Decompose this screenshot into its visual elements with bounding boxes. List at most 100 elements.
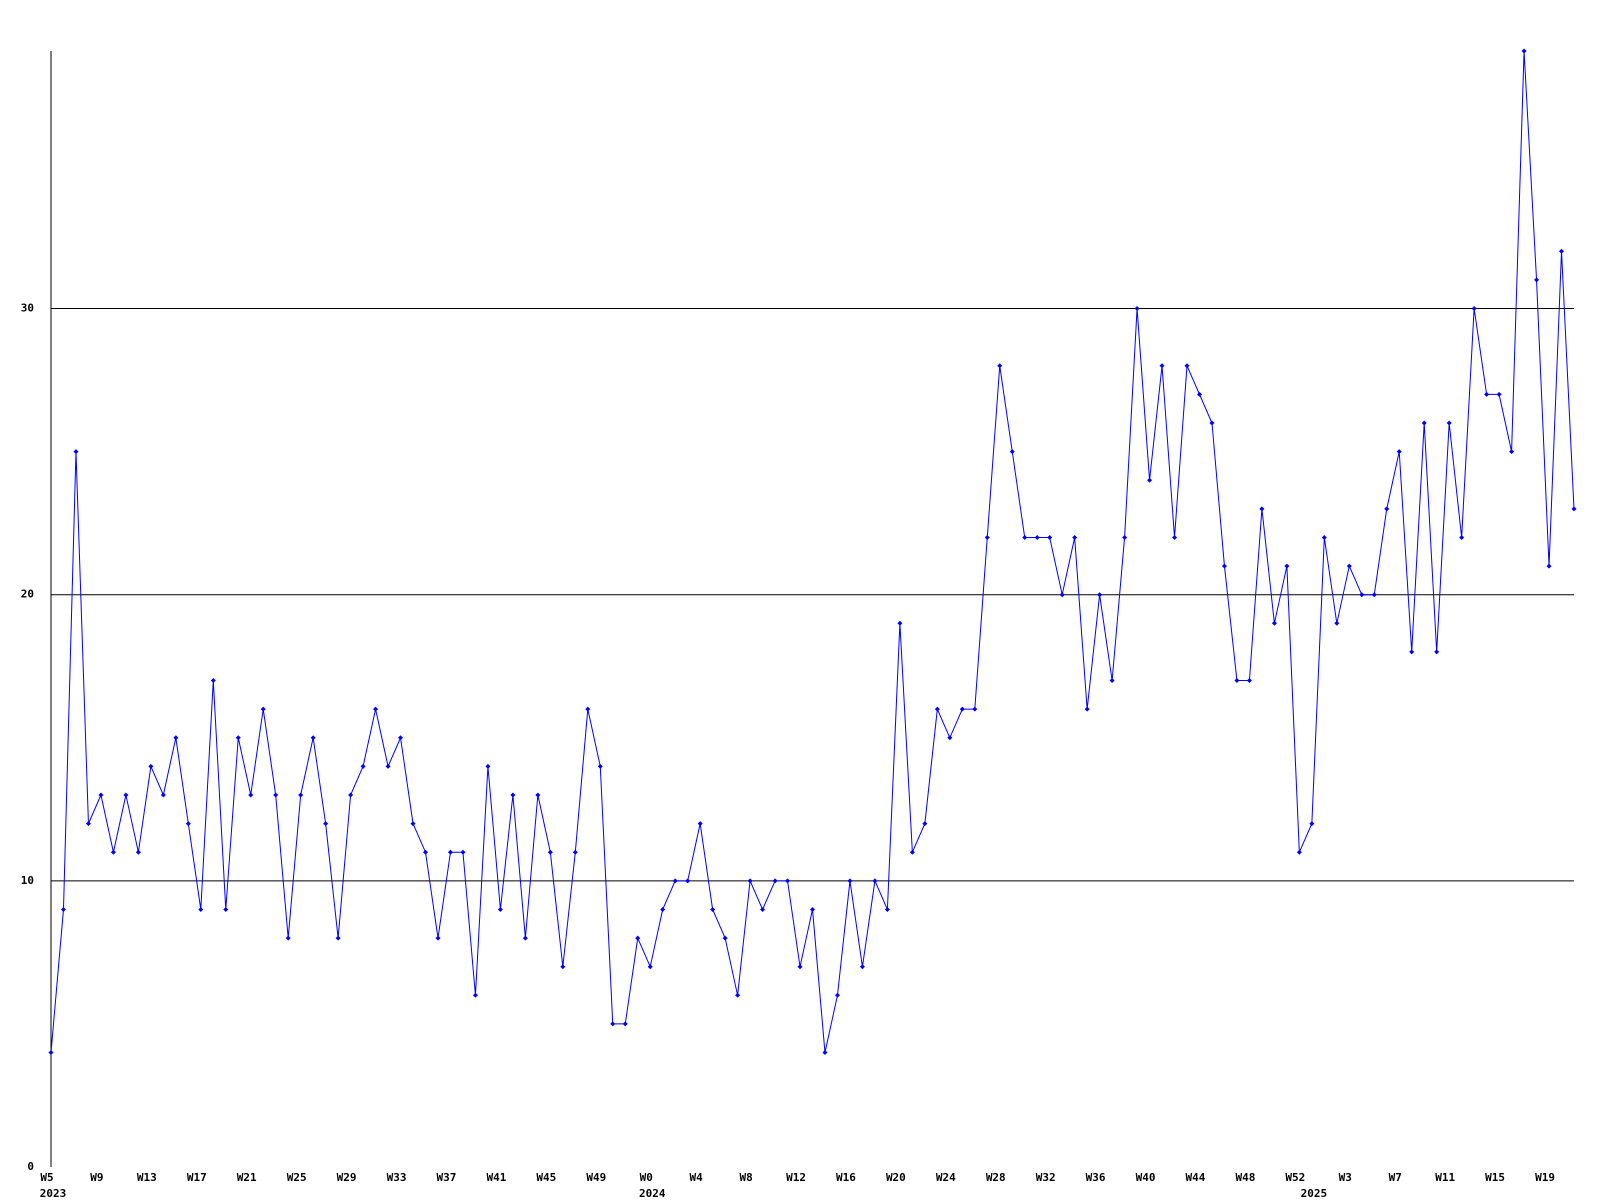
x-tick-label: W9 xyxy=(90,1171,103,1184)
data-point xyxy=(1321,534,1327,540)
data-point xyxy=(847,878,853,884)
data-point xyxy=(635,935,641,941)
data-point xyxy=(1446,420,1452,426)
data-point xyxy=(1271,620,1277,626)
data-point xyxy=(335,935,341,941)
y-tick-label: 20 xyxy=(21,588,34,601)
data-point xyxy=(597,763,603,769)
x-tick-label: W17 xyxy=(187,1171,207,1184)
x-tick-label: W28 xyxy=(986,1171,1006,1184)
data-point xyxy=(1559,248,1565,254)
x-tick-label: W41 xyxy=(486,1171,506,1184)
data-point xyxy=(822,1050,828,1056)
data-point xyxy=(198,906,204,912)
x-tick-label: W48 xyxy=(1235,1171,1255,1184)
data-point xyxy=(810,906,815,912)
data-point xyxy=(959,706,965,712)
x-tick-label: W7 xyxy=(1389,1171,1402,1184)
data-point xyxy=(872,878,878,884)
data-point xyxy=(48,1050,54,1056)
data-point xyxy=(1084,706,1090,712)
y-tick-label: 0 xyxy=(27,1160,34,1173)
data-point xyxy=(710,906,716,912)
data-point xyxy=(984,534,990,540)
x-tick-label: W19 xyxy=(1535,1171,1555,1184)
data-point xyxy=(560,964,566,970)
x-tick-label: W25 xyxy=(287,1171,307,1184)
data-point xyxy=(972,706,978,712)
data-point xyxy=(1509,449,1515,455)
data-point xyxy=(610,1021,616,1027)
data-point xyxy=(1159,363,1165,369)
data-point xyxy=(1109,678,1115,684)
x-tick-label: W44 xyxy=(1186,1171,1206,1184)
data-point xyxy=(897,620,903,626)
data-point xyxy=(210,678,216,684)
data-point xyxy=(298,792,304,798)
data-point xyxy=(1209,420,1215,426)
x-tick-label: W15 xyxy=(1485,1171,1505,1184)
x-tick-label: W20 xyxy=(886,1171,906,1184)
data-point xyxy=(260,706,266,712)
data-point xyxy=(1009,449,1015,455)
data-point xyxy=(1309,821,1315,827)
x-tick-label: W29 xyxy=(337,1171,357,1184)
data-point xyxy=(410,821,416,827)
data-point xyxy=(622,1021,628,1027)
x-tick-label: W12 xyxy=(786,1171,806,1184)
data-point xyxy=(722,935,728,941)
data-point xyxy=(472,992,478,998)
data-point xyxy=(1234,678,1240,684)
x-tick-label: W40 xyxy=(1136,1171,1156,1184)
data-point xyxy=(460,849,466,855)
data-point xyxy=(1047,534,1053,540)
data-point xyxy=(110,849,116,855)
data-point xyxy=(547,849,553,855)
data-point xyxy=(1409,649,1415,655)
data-point xyxy=(1359,592,1365,598)
x-tick-label: W0 xyxy=(640,1171,653,1184)
data-point xyxy=(435,935,441,941)
data-point xyxy=(660,906,666,912)
x-tick-label: W8 xyxy=(739,1171,752,1184)
data-point xyxy=(1147,477,1153,483)
data-point xyxy=(1172,534,1178,540)
data-point xyxy=(922,821,928,827)
x-tick-label: W21 xyxy=(237,1171,257,1184)
x-tick-label: W16 xyxy=(836,1171,856,1184)
data-point xyxy=(1072,534,1078,540)
x-tick-label: W24 xyxy=(936,1171,956,1184)
data-point xyxy=(859,964,865,970)
data-point xyxy=(1296,849,1302,855)
data-point xyxy=(160,792,166,798)
data-point xyxy=(1384,506,1390,512)
data-point xyxy=(997,363,1003,369)
data-point xyxy=(223,906,229,912)
data-point xyxy=(797,964,803,970)
data-point xyxy=(760,906,766,912)
data-point xyxy=(85,821,91,827)
data-point xyxy=(1471,306,1477,312)
data-point xyxy=(934,706,940,712)
data-point xyxy=(235,735,241,741)
data-point xyxy=(1259,506,1265,512)
data-point xyxy=(285,935,291,941)
data-point xyxy=(572,849,578,855)
x-year-label: 2024 xyxy=(639,1187,666,1200)
data-point xyxy=(1484,391,1490,397)
x-tick-label: W32 xyxy=(1036,1171,1056,1184)
data-point xyxy=(1097,592,1103,598)
data-point xyxy=(1334,620,1340,626)
data-point xyxy=(398,735,404,741)
data-point xyxy=(1246,678,1252,684)
data-point xyxy=(1221,563,1227,569)
data-point xyxy=(1521,48,1527,54)
data-point xyxy=(772,878,778,884)
x-tick-label: W3 xyxy=(1339,1171,1352,1184)
data-point xyxy=(1571,506,1577,512)
data-point xyxy=(785,878,791,884)
x-year-label: 2025 xyxy=(1301,1187,1328,1200)
data-point xyxy=(685,878,691,884)
data-point xyxy=(1184,363,1190,369)
